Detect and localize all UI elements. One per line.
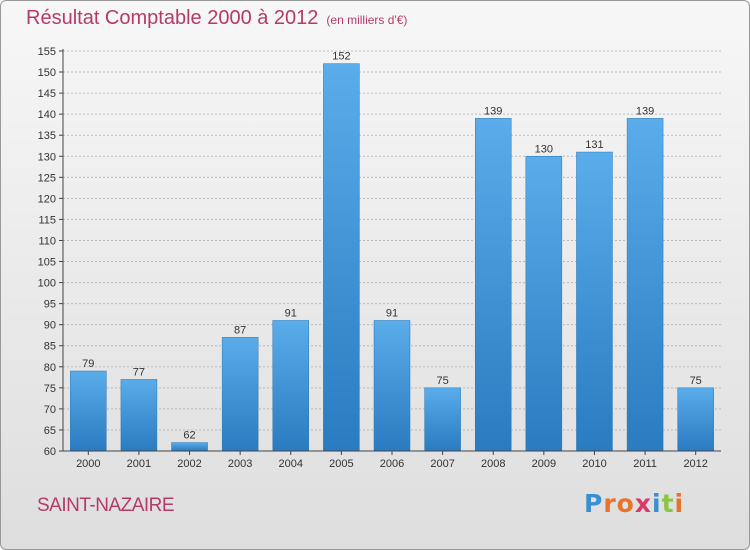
logo-letter: t [661, 489, 675, 518]
bar-2004[interactable] [272, 320, 310, 452]
x-tick-label: 2012 [683, 458, 707, 470]
chart-subtitle: (en milliers d'€) [326, 13, 408, 27]
y-tick-label: 145 [38, 88, 56, 100]
bar-2001[interactable] [120, 379, 158, 452]
x-tick-label: 2001 [127, 458, 151, 470]
proxiti-logo[interactable]: Proxiti [584, 489, 684, 518]
logo-letter: o [616, 489, 635, 518]
bar-2005[interactable] [323, 63, 360, 452]
bar-2003[interactable] [221, 337, 259, 452]
x-tick-label: 2006 [380, 458, 404, 470]
x-tick-label: 2005 [329, 458, 353, 470]
y-tick-label: 95 [44, 299, 56, 311]
bar-value-label: 79 [82, 358, 94, 370]
bar-value-label: 152 [332, 51, 350, 63]
bar-2000[interactable] [70, 370, 107, 452]
bar-2012[interactable] [677, 387, 714, 452]
bar-2006[interactable] [373, 320, 411, 452]
commune-name: SAINT-NAZAIRE [37, 495, 175, 516]
bar-2008[interactable] [474, 118, 512, 452]
logo-letter: r [603, 489, 617, 518]
bar-value-label: 77 [133, 366, 145, 378]
logo-letter: i [674, 489, 685, 518]
bars [70, 63, 714, 452]
bar-2011[interactable] [626, 118, 664, 452]
y-tick-label: 100 [38, 278, 56, 290]
y-tick-label: 125 [38, 172, 56, 184]
y-tick-label: 115 [38, 214, 56, 226]
x-tick-label: 2004 [279, 458, 303, 470]
x-tick-label: 2003 [228, 458, 252, 470]
chart-title: Résultat Comptable 2000 à 2012 (en millie… [26, 7, 407, 30]
x-tick-label: 2000 [76, 458, 100, 470]
y-tick-label: 140 [38, 109, 56, 121]
x-tick-label: 2011 [633, 458, 657, 470]
axes: 60 65 70 75 80 85 90 95 100 105 110 115 120 125 130 135… [38, 46, 721, 458]
x-tick-label: 2010 [582, 458, 606, 470]
bar-2009[interactable] [525, 156, 563, 452]
x-tick-label: 2008 [481, 458, 505, 470]
y-tick-label: 105 [38, 257, 56, 269]
y-tick-label: 75 [44, 383, 56, 395]
y-tick-label: 85 [44, 341, 56, 353]
bar-value-label: 62 [183, 430, 195, 442]
bar-value-label: 131 [585, 139, 603, 151]
logo-letter: P [584, 489, 604, 518]
y-tick-label: 60 [44, 446, 56, 458]
bar-value-label: 139 [484, 105, 502, 117]
bar-value-label: 75 [690, 375, 702, 387]
y-tick-label: 70 [44, 404, 56, 416]
bar-value-label: 130 [535, 143, 553, 155]
bar-value-label: 91 [386, 307, 398, 319]
bar-2007[interactable] [424, 387, 461, 452]
y-tick-label: 110 [38, 235, 56, 247]
bar-value-label: 91 [285, 307, 297, 319]
y-tick-label: 130 [38, 151, 56, 163]
y-tick-label: 150 [38, 67, 56, 79]
labels: 79 2000 77 2001 62 2002 87 2003 91 2004 152 2005 91 2… [76, 51, 708, 470]
bar-2002[interactable] [171, 442, 208, 452]
y-tick-label: 90 [44, 320, 56, 332]
x-tick-label: 2002 [177, 458, 201, 470]
y-tick-label: 135 [38, 130, 56, 142]
y-tick-label: 120 [38, 193, 56, 205]
y-tick-label: 80 [44, 362, 56, 374]
bar-value-label: 75 [436, 375, 448, 387]
bar-value-label: 139 [636, 105, 654, 117]
y-tick-label: 65 [44, 425, 56, 437]
bar-2010[interactable] [576, 151, 613, 452]
chart-title-text: Résultat Comptable 2000 à 2012 [26, 7, 319, 29]
y-tick-label: 155 [38, 46, 56, 58]
x-tick-label: 2009 [532, 458, 556, 470]
x-tick-label: 2007 [430, 458, 454, 470]
logo-letter: i [652, 489, 662, 518]
logo-letter: x [634, 489, 652, 518]
bar-value-label: 87 [234, 324, 246, 336]
